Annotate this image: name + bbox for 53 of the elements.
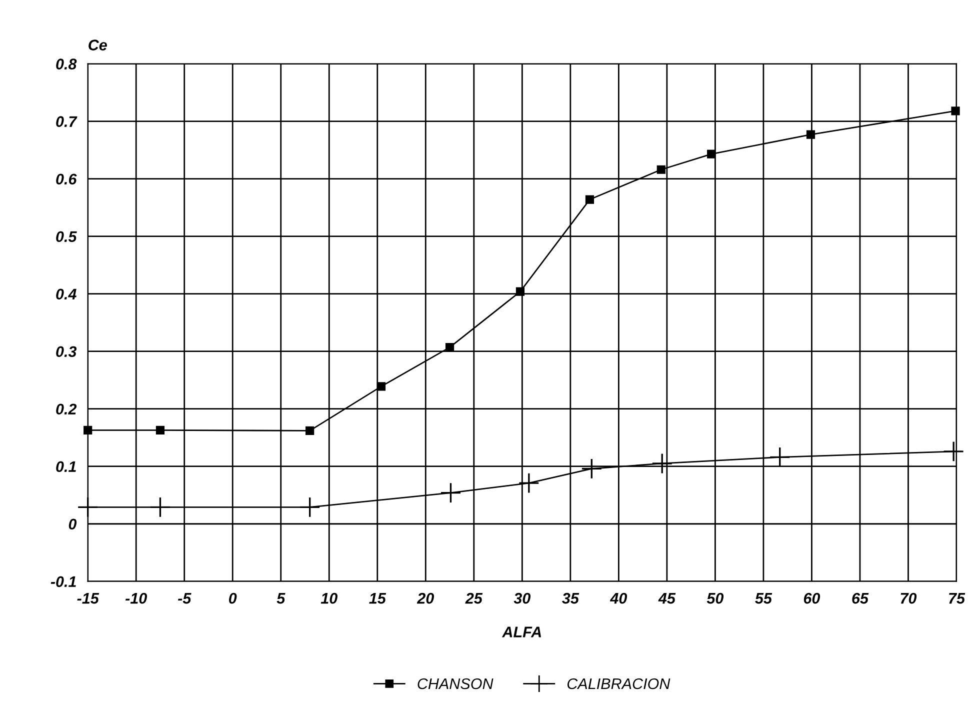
- point: [150, 496, 171, 518]
- y-tick-label: 0.4: [56, 288, 76, 300]
- point: [585, 195, 594, 204]
- x-tick-label: 35: [562, 592, 580, 604]
- x-tick-label: 0: [229, 592, 237, 604]
- y-tick-label: 0.5: [56, 231, 77, 242]
- y-tick-label: 0: [68, 518, 77, 530]
- x-tick-label: -5: [178, 593, 192, 604]
- point: [299, 496, 320, 518]
- legend-label: CALIBRACION: [567, 678, 670, 690]
- point: [77, 496, 98, 518]
- point: [707, 150, 716, 158]
- x-tick-label: -15: [77, 593, 100, 604]
- point: [306, 426, 314, 436]
- point: [656, 165, 666, 174]
- point: [516, 287, 525, 296]
- x-tick-label: 20: [416, 592, 434, 604]
- point: [518, 472, 540, 494]
- legend-label: CHANSON: [418, 678, 494, 690]
- x-axis-title: ALFA: [502, 626, 541, 638]
- x-tick-label: 55: [755, 593, 772, 604]
- point: [445, 343, 454, 352]
- y-tick-label: 0.2: [56, 404, 77, 415]
- x-tick-label: 50: [706, 592, 724, 604]
- y-tick-label: 0.8: [56, 58, 77, 70]
- y-tick-label: 0.3: [56, 346, 77, 358]
- x-tick-label: -10: [125, 592, 147, 604]
- point: [652, 452, 673, 474]
- x-tick-label: 45: [658, 593, 676, 604]
- x-tick-label: 25: [465, 592, 483, 604]
- y-tick-label: -0.1: [50, 576, 76, 588]
- x-tick-label: 60: [804, 592, 820, 604]
- x-tick-label: 10: [320, 592, 338, 604]
- y-axis-title: Ce: [88, 40, 107, 50]
- point: [84, 426, 92, 434]
- point: [376, 382, 386, 391]
- point: [156, 426, 165, 434]
- point: [943, 440, 964, 462]
- x-tick-label: 15: [369, 593, 386, 604]
- x-tick-label: 65: [852, 592, 869, 604]
- x-tick-label: 40: [610, 592, 628, 604]
- point: [769, 446, 790, 468]
- point: [581, 458, 602, 480]
- point: [806, 130, 816, 139]
- x-tick-label: 5: [276, 593, 286, 604]
- x-tick-label: 75: [949, 593, 966, 604]
- y-tick-label: 0.6: [56, 174, 77, 185]
- point: [951, 106, 960, 116]
- x-tick-label: 30: [514, 592, 531, 604]
- y-tick-label: 0.1: [56, 461, 76, 472]
- x-tick-label: 70: [900, 592, 917, 604]
- point: [440, 482, 462, 504]
- y-tick-label: 0.7: [56, 116, 78, 128]
